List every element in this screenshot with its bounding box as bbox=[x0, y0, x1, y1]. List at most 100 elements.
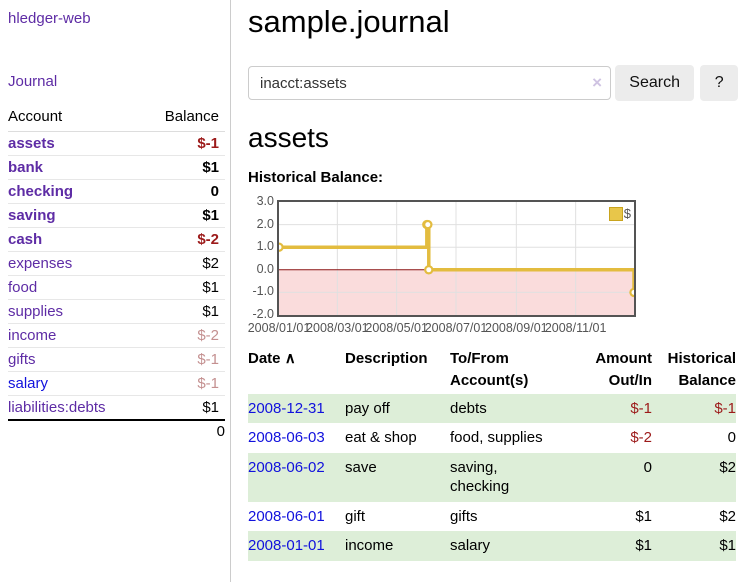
sidebar-account-link[interactable]: saving bbox=[8, 207, 56, 224]
account-balance: $1 bbox=[142, 299, 225, 324]
sidebar-account-link[interactable]: income bbox=[8, 327, 57, 344]
sidebar-account-link[interactable]: assets bbox=[8, 135, 55, 152]
clear-search-icon[interactable]: × bbox=[592, 73, 602, 92]
legend-swatch bbox=[608, 206, 623, 221]
table-row: 2008-01-01 income salary $1 $1 bbox=[248, 531, 736, 561]
account-row: liabilities:debts $1 bbox=[8, 395, 225, 421]
transaction-accounts: gifts bbox=[450, 507, 478, 525]
y-axis-tick-label: 0.0 bbox=[256, 261, 274, 276]
register-header-amount: Amount Out/In bbox=[595, 350, 652, 389]
search-button[interactable]: Search bbox=[615, 65, 695, 101]
transaction-balance: $2 bbox=[719, 458, 736, 476]
account-title: assets bbox=[248, 122, 329, 153]
account-row: salary $-1 bbox=[8, 371, 225, 396]
x-axis-tick-label: 2008/05/01 bbox=[365, 321, 428, 335]
transaction-balance: $1 bbox=[719, 537, 736, 554]
transaction-date-link[interactable]: 2008-06-01 bbox=[248, 507, 325, 525]
app-title-link[interactable]: hledger-web bbox=[8, 10, 91, 27]
account-row: saving $1 bbox=[8, 203, 225, 228]
transaction-accounts: saving, checking bbox=[450, 458, 510, 496]
account-balance: $1 bbox=[142, 395, 225, 421]
transaction-description: income bbox=[345, 537, 394, 554]
y-axis-tick-label: -1.0 bbox=[252, 284, 274, 299]
sidebar-item-journal[interactable]: Journal bbox=[8, 73, 58, 90]
transaction-amount: $-1 bbox=[630, 399, 652, 417]
transaction-accounts: salary bbox=[450, 537, 491, 554]
y-axis-tick-label: 1.0 bbox=[256, 239, 274, 254]
transaction-amount: 0 bbox=[643, 458, 652, 476]
chart-plot-area: $ bbox=[277, 200, 636, 317]
accounts-table: Account Balance assets $-1 bank $1 checking 0… bbox=[8, 106, 225, 442]
transaction-description: eat & shop bbox=[345, 429, 417, 446]
transaction-amount: $-2 bbox=[630, 429, 652, 446]
sidebar-account-link[interactable]: gifts bbox=[8, 351, 36, 368]
sidebar-account-link[interactable]: salary bbox=[8, 375, 49, 392]
help-button[interactable]: ? bbox=[700, 65, 738, 101]
transaction-description: save bbox=[345, 458, 377, 476]
account-balance: $1 bbox=[142, 203, 225, 228]
register-header-row: Date ∧ Description To/From Account(s) Am… bbox=[248, 346, 736, 394]
table-row: 2008-06-01 gift gifts $1 $2 bbox=[248, 502, 736, 532]
chart-title: Historical Balance: bbox=[248, 169, 384, 186]
table-row: 2008-06-03 eat & shop food, supplies $-2 0 bbox=[248, 423, 736, 453]
search-input[interactable] bbox=[248, 66, 611, 100]
register-header-accounts: To/From Account(s) bbox=[450, 350, 529, 389]
y-axis-tick-label: 2.0 bbox=[256, 216, 274, 231]
transaction-date-link[interactable]: 2008-06-03 bbox=[248, 429, 325, 446]
y-axis-tick-label: 3.0 bbox=[256, 194, 274, 208]
accounts-header-balance: Balance bbox=[142, 106, 225, 132]
account-row: assets $-1 bbox=[8, 131, 225, 156]
account-row: gifts $-1 bbox=[8, 347, 225, 372]
account-row: cash $-2 bbox=[8, 227, 225, 252]
accounts-header-account: Account bbox=[8, 106, 143, 132]
account-balance: $-2 bbox=[142, 227, 225, 252]
sidebar-account-link[interactable]: food bbox=[8, 279, 38, 296]
account-row: expenses $2 bbox=[8, 251, 225, 276]
transaction-balance: $-1 bbox=[714, 399, 736, 417]
x-axis-tick-label: 2008/01/01 bbox=[247, 321, 311, 335]
account-balance: $-1 bbox=[142, 347, 225, 372]
sidebar-account-link[interactable]: bank bbox=[8, 159, 44, 176]
page-title: sample.journal bbox=[248, 4, 450, 39]
register-table: Date ∧ Description To/From Account(s) Am… bbox=[248, 346, 736, 561]
account-row: checking 0 bbox=[8, 179, 225, 204]
transaction-amount: $1 bbox=[635, 537, 652, 554]
transaction-balance: 0 bbox=[727, 429, 736, 446]
account-row: income $-2 bbox=[8, 323, 225, 348]
legend-label: $ bbox=[623, 206, 631, 221]
sidebar-account-link[interactable]: supplies bbox=[8, 303, 64, 320]
account-balance: $1 bbox=[142, 275, 225, 300]
x-axis-tick-label: 2008/03/01 bbox=[306, 321, 369, 335]
x-axis-tick-label: 2008/09/01 bbox=[485, 321, 548, 335]
account-balance: $-1 bbox=[142, 371, 225, 396]
transaction-balance: $2 bbox=[719, 507, 736, 525]
historical-balance-chart: $3.0 2.0 1.0 0.0 -1.0 -2.0 2008/01/01 2008/03/0… bbox=[247, 193, 738, 335]
transaction-date-link[interactable]: 2008-06-02 bbox=[248, 458, 325, 476]
sidebar-account-link[interactable]: cash bbox=[8, 231, 43, 248]
account-balance: $-1 bbox=[142, 131, 225, 156]
account-balance: 0 bbox=[142, 179, 225, 204]
account-balance: $-2 bbox=[142, 323, 225, 348]
transaction-accounts: debts bbox=[450, 399, 487, 417]
sidebar-account-link[interactable]: checking bbox=[8, 183, 74, 200]
transaction-date-link[interactable]: 2008-01-01 bbox=[248, 537, 325, 554]
sidebar-account-link[interactable]: expenses bbox=[8, 255, 73, 272]
chart-legend: $ bbox=[608, 206, 631, 221]
transaction-accounts: food, supplies bbox=[450, 429, 543, 446]
x-axis-tick-label: 2008/11/01 bbox=[544, 321, 607, 335]
main-content: sample.journal × Search ? assets Histori… bbox=[248, 0, 738, 561]
table-row: 2008-12-31 pay off debts $-1 $-1 bbox=[248, 393, 736, 423]
table-row: 2008-06-02 save saving, checking 0 $2 bbox=[248, 452, 736, 502]
transaction-description: pay off bbox=[345, 399, 390, 417]
account-row: bank $1 bbox=[8, 155, 225, 180]
accounts-total-row: 0 bbox=[8, 419, 225, 442]
transaction-amount: $1 bbox=[635, 507, 652, 525]
sort-ascending-icon: ∧ bbox=[284, 350, 296, 367]
register-header-date[interactable]: Date ∧ bbox=[248, 350, 296, 367]
register-header-balance: Historical Balance bbox=[667, 350, 736, 389]
sidebar: hledger-web Journal Account Balance asse… bbox=[0, 0, 231, 582]
account-row: supplies $1 bbox=[8, 299, 225, 324]
account-balance: $1 bbox=[142, 155, 225, 180]
transaction-date-link[interactable]: 2008-12-31 bbox=[248, 399, 325, 417]
sidebar-account-link[interactable]: liabilities:debts bbox=[8, 399, 106, 416]
